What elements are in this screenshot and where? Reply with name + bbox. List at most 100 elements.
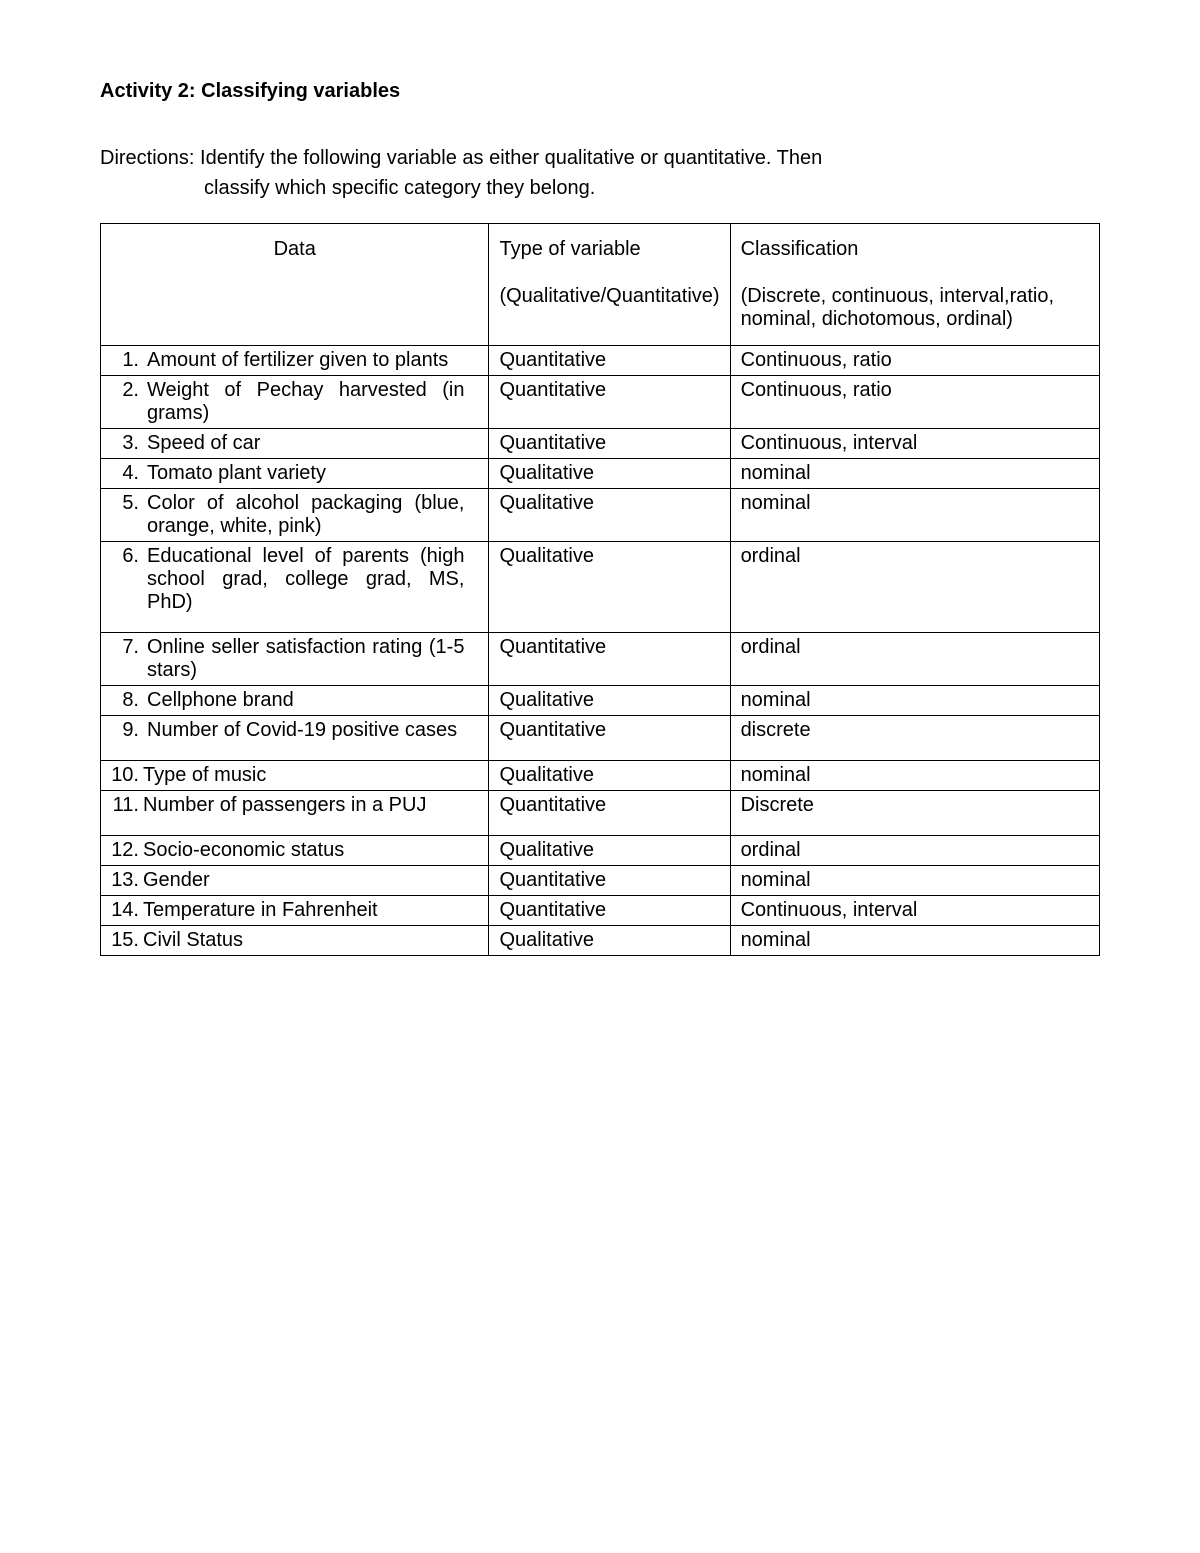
cell-data: 7.Online seller satisfaction rating (1-5… xyxy=(101,633,489,686)
cell-classification: Discrete xyxy=(730,791,1099,836)
table-row: 2.Weight of Pechay harvested (in grams) Q… xyxy=(101,376,1100,429)
header-class-main: Classification xyxy=(741,238,859,260)
cell-data: 12. Socio-economic status xyxy=(101,836,489,866)
row-data-text: Type of music xyxy=(139,764,464,787)
cell-data: 4.Tomato plant variety xyxy=(101,459,489,489)
row-data-text: Number of passengers in a PUJ xyxy=(139,794,464,817)
table-row: 3.Speed of carQuantitativeContinuous, in… xyxy=(101,429,1100,459)
row-data-text: Civil Status xyxy=(139,929,464,952)
cell-data: 13. Gender xyxy=(101,866,489,896)
row-number: 11. xyxy=(111,794,139,817)
cell-classification: ordinal xyxy=(730,836,1099,866)
directions-text: Directions: Identify the following varia… xyxy=(100,143,1100,203)
cell-data: 1.Amount of fertilizer given to plants xyxy=(101,346,489,376)
row-number: 3. xyxy=(111,432,139,455)
cell-data: 15. Civil Status xyxy=(101,926,489,956)
cell-classification: ordinal xyxy=(730,633,1099,686)
cell-type: Quantitative xyxy=(489,791,730,836)
cell-data: 3.Speed of car xyxy=(101,429,489,459)
table-row: 12. Socio-economic statusQualitativeordi… xyxy=(101,836,1100,866)
cell-classification: Continuous, interval xyxy=(730,896,1099,926)
row-number: 15. xyxy=(111,929,139,952)
row-number: 4. xyxy=(111,462,139,485)
cell-type: Qualitative xyxy=(489,926,730,956)
row-data-text: Temperature in Fahrenheit xyxy=(139,899,464,922)
row-data-text: Color of alcohol packaging (blue, orange… xyxy=(139,492,464,538)
row-number: 1. xyxy=(111,349,139,372)
header-class-sub: (Discrete, continuous, interval,ratio, n… xyxy=(741,285,1089,331)
cell-type: Qualitative xyxy=(489,489,730,542)
cell-classification: nominal xyxy=(730,459,1099,489)
row-number: 9. xyxy=(111,719,139,742)
cell-classification: nominal xyxy=(730,761,1099,791)
cell-data: 9.Number of Covid-19 positive cases xyxy=(101,716,489,761)
row-data-text: Socio-economic status xyxy=(139,839,464,862)
cell-type: Quantitative xyxy=(489,376,730,429)
cell-type: Quantitative xyxy=(489,346,730,376)
cell-data: 11.Number of passengers in a PUJ xyxy=(101,791,489,836)
cell-type: Quantitative xyxy=(489,716,730,761)
cell-data: 5.Color of alcohol packaging (blue, oran… xyxy=(101,489,489,542)
cell-classification: ordinal xyxy=(730,542,1099,633)
row-number: 6. xyxy=(111,545,139,568)
table-row: 8.Cellphone brandQualitativenominal xyxy=(101,686,1100,716)
cell-type: Qualitative xyxy=(489,761,730,791)
row-data-text: Tomato plant variety xyxy=(139,462,464,485)
row-data-text: Number of Covid-19 positive cases xyxy=(139,719,464,742)
variables-table: Data Type of variable (Qualitative/Quant… xyxy=(100,223,1100,956)
row-data-text: Online seller satisfaction rating (1-5 s… xyxy=(139,636,464,682)
table-row: 6.Educational level of parents (high sch… xyxy=(101,542,1100,633)
row-number: 13. xyxy=(111,869,139,892)
table-row: 4.Tomato plant varietyQualitativenominal xyxy=(101,459,1100,489)
cell-classification: nominal xyxy=(730,489,1099,542)
cell-classification: Continuous, ratio xyxy=(730,376,1099,429)
table-body: 1.Amount of fertilizer given to plantsQu… xyxy=(101,346,1100,956)
row-number: 10. xyxy=(111,764,139,787)
cell-type: Qualitative xyxy=(489,459,730,489)
directions-line1: Identify the following variable as eithe… xyxy=(200,147,822,169)
table-row: 14. Temperature in FahrenheitQuantitativ… xyxy=(101,896,1100,926)
cell-type: Quantitative xyxy=(489,896,730,926)
header-classification: Classification (Discrete, continuous, in… xyxy=(730,224,1099,346)
cell-type: Quantitative xyxy=(489,633,730,686)
row-data-text: Gender xyxy=(139,869,464,892)
row-number: 8. xyxy=(111,689,139,712)
cell-classification: Continuous, ratio xyxy=(730,346,1099,376)
directions-label: Directions: xyxy=(100,147,200,169)
table-row: 9.Number of Covid-19 positive casesQuant… xyxy=(101,716,1100,761)
cell-type: Qualitative xyxy=(489,836,730,866)
table-header-row: Data Type of variable (Qualitative/Quant… xyxy=(101,224,1100,346)
row-data-text: Weight of Pechay harvested (in grams) xyxy=(139,379,464,425)
cell-data: 14. Temperature in Fahrenheit xyxy=(101,896,489,926)
table-row: 10.Type of musicQualitativenominal xyxy=(101,761,1100,791)
cell-classification: nominal xyxy=(730,926,1099,956)
cell-classification: nominal xyxy=(730,866,1099,896)
row-number: 2. xyxy=(111,379,139,402)
table-row: 13. GenderQuantitativenominal xyxy=(101,866,1100,896)
header-type-sub: (Qualitative/Quantitative) xyxy=(499,285,719,308)
cell-classification: Continuous, interval xyxy=(730,429,1099,459)
row-number: 12. xyxy=(111,839,139,862)
activity-title: Activity 2: Classifying variables xyxy=(100,80,1100,103)
directions-line2: classify which specific category they be… xyxy=(100,173,1100,203)
cell-type: Quantitative xyxy=(489,866,730,896)
row-data-text: Educational level of parents (high schoo… xyxy=(139,545,464,614)
table-row: 5.Color of alcohol packaging (blue, oran… xyxy=(101,489,1100,542)
cell-type: Quantitative xyxy=(489,429,730,459)
row-number: 7. xyxy=(111,636,139,659)
cell-data: 6.Educational level of parents (high sch… xyxy=(101,542,489,633)
header-type-main: Type of variable xyxy=(499,238,640,260)
table-row: 7.Online seller satisfaction rating (1-5… xyxy=(101,633,1100,686)
cell-type: Qualitative xyxy=(489,686,730,716)
cell-data: 10.Type of music xyxy=(101,761,489,791)
row-number: 5. xyxy=(111,492,139,515)
row-data-text: Amount of fertilizer given to plants xyxy=(139,349,464,372)
table-row: 1.Amount of fertilizer given to plantsQu… xyxy=(101,346,1100,376)
table-row: 11.Number of passengers in a PUJQuantita… xyxy=(101,791,1100,836)
cell-classification: discrete xyxy=(730,716,1099,761)
row-data-text: Speed of car xyxy=(139,432,464,455)
row-data-text: Cellphone brand xyxy=(139,689,464,712)
header-type: Type of variable (Qualitative/Quantitati… xyxy=(489,224,730,346)
cell-type: Qualitative xyxy=(489,542,730,633)
header-data: Data xyxy=(101,224,489,346)
